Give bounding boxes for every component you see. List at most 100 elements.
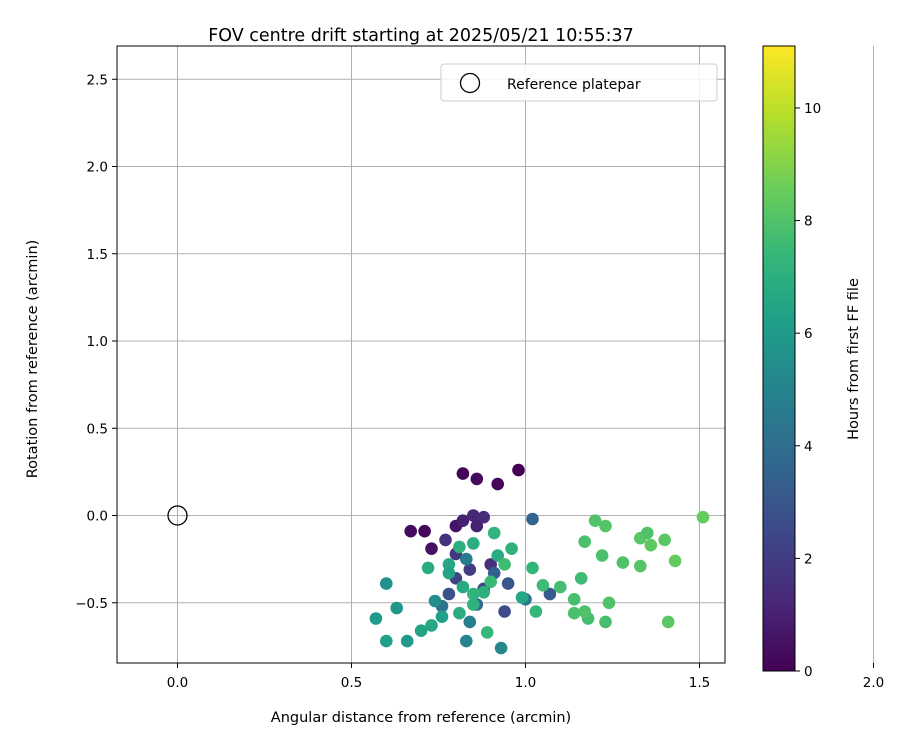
scatter-point (460, 634, 473, 648)
scatter-point (874, 488, 887, 501)
scatter-point (829, 527, 842, 540)
scatter-point (839, 523, 852, 536)
scatter-point (491, 477, 505, 491)
scatter-point (491, 549, 505, 562)
legend-label-reference-platepar: Reference platepar (507, 77, 641, 93)
scatter-point (574, 572, 588, 585)
scatter-point (404, 524, 418, 538)
scatter-point (505, 542, 518, 555)
x-axis-label: Angular distance from reference (arcmin) (271, 710, 571, 726)
scatter-point (732, 508, 745, 521)
scatter-point (498, 558, 511, 571)
scatter-point (599, 615, 612, 629)
scatter-point (456, 467, 470, 480)
scatter-point (885, 532, 898, 545)
scatter-point (369, 612, 383, 625)
plot-frame (116, 45, 726, 664)
scatter-point (567, 606, 581, 620)
scatter-point (578, 535, 591, 548)
scatter-point (442, 587, 456, 601)
scatter-point (857, 504, 870, 517)
scatter-point (421, 561, 435, 575)
scatter-point (467, 587, 480, 601)
scatter-point (414, 624, 428, 637)
scatter-point (815, 473, 828, 486)
scatter-point (501, 577, 515, 590)
scatter-point (467, 598, 480, 611)
scatter-point (661, 615, 675, 629)
scatter-point (442, 558, 456, 571)
scatter-point (526, 512, 539, 526)
scatter-point (819, 541, 832, 554)
scatter-point (470, 472, 484, 486)
y-tick-label: 2.5 (87, 72, 108, 88)
scatter-point (644, 538, 658, 552)
scatter-point (599, 519, 612, 533)
y-tick-label: 2.0 (87, 160, 108, 176)
scatter-point (463, 615, 477, 629)
scatter-point (634, 559, 647, 573)
scatter-point (616, 556, 630, 569)
scatter-point (512, 463, 525, 477)
scatter-point (888, 501, 900, 514)
scatter-point (808, 501, 821, 514)
y-tick-label: 1.5 (87, 247, 108, 263)
grid-lines (117, 46, 874, 663)
scatter-point (543, 587, 557, 601)
scatter-point (425, 542, 438, 555)
scatter-point (853, 480, 866, 493)
x-tick-label: 2.0 (863, 675, 884, 691)
colorbar-tick-label: 6 (804, 326, 813, 342)
colorbar-tick-label: 4 (804, 439, 813, 455)
scatter-point (470, 519, 484, 533)
chart-title: FOV centre drift starting at 2025/05/21 … (208, 26, 634, 46)
colorbar-label: Hours from first FF file (846, 278, 862, 440)
scatter-point (878, 481, 891, 494)
colorbar-tick-label: 8 (804, 214, 813, 230)
scatter-point (456, 580, 470, 594)
y-tick-label: 1.0 (87, 334, 108, 350)
scatter-point (536, 579, 550, 592)
x-tick-label: 0.0 (167, 675, 188, 691)
scatter-point (878, 581, 891, 594)
scatter-point (453, 606, 466, 620)
x-axis-ticks: 0.00.51.01.52.02.53.0 (167, 663, 884, 691)
scatter-point (418, 524, 431, 538)
scatter-point (498, 605, 511, 618)
colorbar-tick-label: 0 (804, 664, 813, 680)
scatter-point (860, 518, 873, 531)
scatter-point (463, 563, 477, 576)
colorbar-ticks: 0 2 4 6 8 10 (795, 101, 821, 680)
scatter-point (487, 526, 501, 540)
scatter-point (668, 554, 682, 568)
scatter-point (390, 601, 404, 615)
scatter-point (595, 549, 609, 562)
scatter-point (895, 520, 900, 533)
scatter-point (477, 586, 491, 599)
scatter-point (442, 566, 456, 580)
scatter-point (602, 596, 616, 610)
scatter-point (400, 634, 414, 648)
y-axis-label: Rotation from reference (arcmin) (25, 240, 41, 479)
scatter-point (477, 510, 491, 524)
scatter-point (380, 577, 393, 590)
scatter-point (456, 514, 470, 527)
scatter-point (484, 575, 498, 589)
scatter-point (819, 612, 832, 625)
scatter-point (467, 537, 480, 550)
scatter-point (515, 591, 529, 604)
x-tick-label: 0.5 (341, 675, 362, 691)
scatter-point (588, 514, 602, 527)
scatter-point (578, 605, 591, 618)
scatter-point (439, 533, 452, 547)
scatter-point (805, 511, 818, 524)
reference-platepar-marker (167, 505, 188, 526)
scatter-point (453, 540, 466, 554)
legend-box (440, 63, 718, 102)
y-tick-label: 0.5 (87, 421, 108, 437)
colorbar-tick-label: 2 (804, 551, 813, 567)
scatter-point (435, 610, 449, 623)
scatter-point (874, 516, 887, 529)
scatter-point (460, 552, 473, 566)
